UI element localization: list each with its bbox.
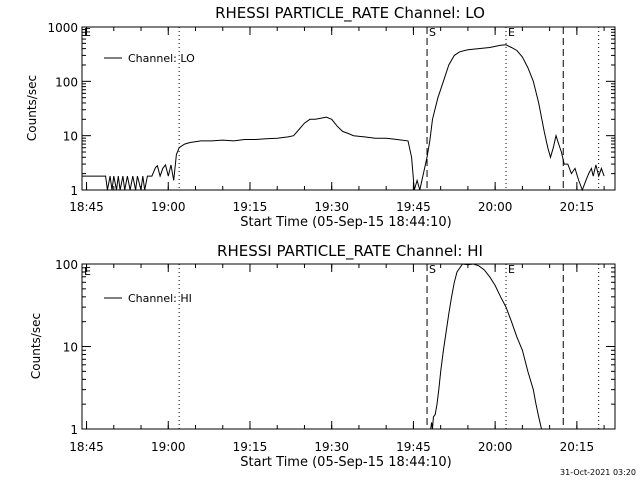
x-axis-label-hi: Start Time (05-Sep-15 18:44:10) [240, 455, 451, 470]
x-tick-label-p0-2: 19:15 [233, 200, 268, 214]
x-tick-label-p0-6: 20:15 [560, 200, 595, 214]
edge-label-lo: E [84, 26, 91, 39]
y-tick-label-p0-0: 1 [70, 184, 78, 198]
chart-title-lo: RHESSI PARTICLE_RATE Channel: LO [215, 4, 485, 23]
x-tick-label-p1-1: 19:00 [151, 440, 186, 454]
chart-hi: RHESSI PARTICLE_RATE Channel: HI 18:45 19… [29, 242, 616, 470]
marker-label-p1-2: E [508, 263, 515, 276]
chart-lo: RHESSI PARTICLE_RATE Channel: LO 18:45 19… [25, 4, 616, 230]
y-tick-label-p1-2: 100 [55, 258, 78, 272]
x-tick-label-p1-0: 18:45 [69, 440, 104, 454]
plot-frame-lo [81, 26, 616, 191]
x-tick-label-p1-4: 19:45 [396, 440, 431, 454]
y-tick-label-p0-2: 100 [55, 75, 78, 89]
x-tick-label-p0-0: 18:45 [69, 200, 104, 214]
x-tick-label-p1-2: 19:15 [233, 440, 268, 454]
marker-label-p1-1: S [429, 263, 436, 276]
marker-label-p0-1: S [429, 26, 436, 39]
legend-label-lo: Channel: LO [128, 52, 195, 65]
y-tick-label-p0-3: 1000 [47, 21, 78, 35]
marker-label-p0-2: E [508, 26, 515, 39]
x-tick-label-p1-6: 20:15 [560, 440, 595, 454]
x-axis-label-lo: Start Time (05-Sep-15 18:44:10) [240, 215, 451, 230]
plot-frame-hi [81, 263, 616, 430]
timestamp: 31-Oct-2021 03:20 [560, 468, 636, 477]
y-tick-label-p0-1: 10 [63, 130, 78, 144]
chart-title-hi: RHESSI PARTICLE_RATE Channel: HI [217, 242, 483, 261]
y-axis-label-hi: Counts/sec [29, 313, 43, 379]
series-line-lo [82, 44, 605, 192]
y-axis-label-lo: Counts/sec [25, 75, 39, 141]
legend-label-hi: Channel: HI [128, 292, 192, 305]
x-tick-label-p0-1: 19:00 [151, 200, 186, 214]
edge-label-hi: E [84, 265, 91, 278]
x-tick-label-p0-5: 20:00 [478, 200, 513, 214]
y-tick-label-p1-0: 1 [70, 423, 78, 437]
x-tick-label-p1-3: 19:30 [314, 440, 349, 454]
x-tick-label-p0-4: 19:45 [396, 200, 431, 214]
series-line-hi [430, 263, 542, 430]
x-tick-label-p1-5: 20:00 [478, 440, 513, 454]
x-tick-label-p0-3: 19:30 [314, 200, 349, 214]
y-tick-label-p1-1: 10 [63, 341, 78, 355]
